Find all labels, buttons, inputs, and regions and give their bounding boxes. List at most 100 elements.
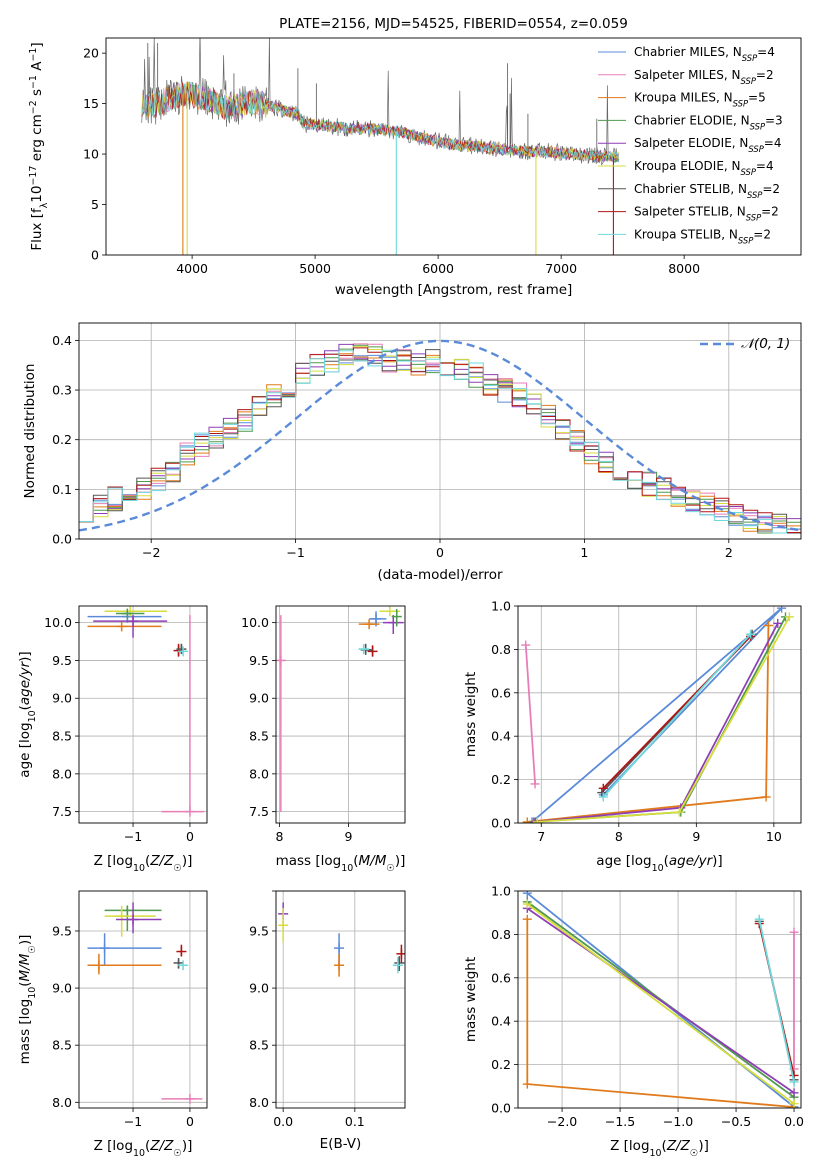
tick-label-y: 7.5 <box>249 804 269 819</box>
y-axis-label: age [log10(age/yr)] <box>17 651 38 777</box>
tick-label-x: 9 <box>692 829 700 844</box>
axes-frame <box>105 37 802 256</box>
age-vs-mass-plot <box>276 606 404 812</box>
x-axis-label: Z [log10(Z/Z☉)] <box>610 1138 709 1159</box>
axes-frame <box>78 890 208 1109</box>
weight-vs-age-plot <box>521 606 794 823</box>
axes-frame <box>78 322 802 540</box>
x-axis-label: E(B-V) <box>320 1136 362 1152</box>
histogram-kroupa-stelib <box>79 349 801 534</box>
weight-line <box>537 616 791 823</box>
tick-label-y: 9.5 <box>52 923 72 938</box>
legend-label: Kroupa STELIB, NSSP=2 <box>634 227 771 245</box>
weight-vs-Z-plot <box>522 891 799 1108</box>
tick-label-x: 8 <box>615 829 623 844</box>
y-axis-label: mass weight <box>463 672 479 757</box>
weight-line <box>524 645 536 784</box>
tick-label-x: −1 <box>124 829 142 844</box>
tick-label-y: 8.5 <box>52 729 72 744</box>
tick-label-x: 7 <box>537 829 545 844</box>
tick-label-x: 1 <box>580 545 588 560</box>
tick-label-x: 0.1 <box>345 1114 365 1129</box>
x-axis-label: (data-model)/error <box>377 567 503 583</box>
legend-label: 𝒩(0, 1) <box>741 336 790 352</box>
axes-frame <box>275 605 406 824</box>
tick-label-y: 9.5 <box>249 923 269 938</box>
mass-vs-EBV-axes <box>272 890 405 1112</box>
chart-title: PLATE=2156, MJD=54525, FIBERID=0554, z=0… <box>279 16 628 32</box>
tick-label-x: −2 <box>142 545 160 560</box>
age-vs-Z-axes <box>75 606 207 827</box>
tick-label-y: 0 <box>91 248 99 263</box>
tick-label-x: 9 <box>344 829 352 844</box>
tick-label-y: 7.5 <box>52 804 72 819</box>
axes-frame <box>517 890 802 1109</box>
weight-line <box>526 907 795 1094</box>
weight-line <box>535 622 779 823</box>
tick-label-y: 10.0 <box>44 615 72 630</box>
tick-label-y: 10.0 <box>241 615 269 630</box>
mass-vs-EBV-plot <box>278 902 405 977</box>
tick-label-y: 9.5 <box>52 653 72 668</box>
weight-vs-age-axes <box>514 605 801 827</box>
tick-label-y: 1.0 <box>491 884 511 899</box>
tick-label-y: 0.2 <box>491 772 511 787</box>
legend-label: Salpeter STELIB, NSSP=2 <box>634 205 779 223</box>
tick-label-y: 0.0 <box>52 532 72 547</box>
tick-label-x: −1 <box>124 1114 142 1129</box>
tick-label-x: 0.0 <box>784 1114 804 1129</box>
tick-label-y: 1.0 <box>491 599 511 614</box>
legend-label: Chabrier ELODIE, NSSP=3 <box>634 113 783 131</box>
tick-label-y: 15 <box>83 96 99 111</box>
tick-label-y: 0.8 <box>491 927 511 942</box>
spectrum-line <box>141 81 620 161</box>
y-axis-label: Normed distribution <box>22 364 38 499</box>
tick-label-y: 0.4 <box>491 729 511 744</box>
legend-label: Kroupa ELODIE, NSSP=4 <box>634 159 774 177</box>
x-axis-label: wavelength [Angstrom, rest frame] <box>335 282 573 298</box>
tick-label-x: 8000 <box>668 261 700 276</box>
legend-label: Chabrier STELIB, NSSP=2 <box>634 182 780 200</box>
tick-label-x: 8 <box>275 829 283 844</box>
tick-label-x: −1.0 <box>663 1114 693 1129</box>
legend-label: Kroupa MILES, NSSP=5 <box>634 91 766 109</box>
tick-label-y: 0.0 <box>491 816 511 831</box>
age-vs-mass-axes <box>272 606 405 827</box>
tick-label-x: −1.5 <box>605 1114 635 1129</box>
tick-label-x: 0 <box>186 1114 194 1129</box>
tick-label-y: 0.6 <box>491 685 511 700</box>
y-axis-label: Flux [fλ10−17 erg cm−2 s−1 A−1] <box>28 42 50 250</box>
tick-label-y: 8.5 <box>52 1038 72 1053</box>
tick-label-y: 0.6 <box>491 970 511 985</box>
tick-label-y: 8.0 <box>249 1095 269 1110</box>
tick-label-y: 5 <box>91 197 99 212</box>
tick-label-y: 8.0 <box>249 766 269 781</box>
tick-label-y: 0.8 <box>491 642 511 657</box>
tick-label-y: 9.0 <box>249 691 269 706</box>
tick-label-y: 0.4 <box>52 333 72 348</box>
tick-label-y: 10 <box>83 147 99 162</box>
spectrum-axes <box>102 52 685 259</box>
spectrum-line <box>141 81 619 163</box>
weight-line <box>533 616 787 823</box>
y-axis-label: mass weight <box>463 957 479 1042</box>
tick-label-x: 10 <box>766 829 782 844</box>
tick-label-y: 8.0 <box>52 766 72 781</box>
tick-label-y: 8.5 <box>249 729 269 744</box>
tick-label-y: 0.4 <box>491 1014 511 1029</box>
tick-label-x: −0.5 <box>721 1114 751 1129</box>
tick-label-x: 2 <box>725 545 733 560</box>
x-axis-label: mass [log10(M/M☉)] <box>276 853 406 874</box>
weight-line <box>526 919 792 1108</box>
x-axis-label: Z [log10(Z/Z☉)] <box>94 1138 193 1159</box>
x-axis-label: age [log10(age/yr)] <box>596 853 722 874</box>
tick-label-y: 8.5 <box>249 1038 269 1053</box>
tick-label-y: 0.2 <box>491 1057 511 1072</box>
legend-label: Chabrier MILES, NSSP=4 <box>634 45 775 63</box>
tick-label-y: 9.0 <box>52 691 72 706</box>
tick-label-x: 7000 <box>545 261 577 276</box>
tick-label-x: 5000 <box>299 261 331 276</box>
normal-curve <box>79 339 799 532</box>
tick-label-y: 8.0 <box>52 1095 72 1110</box>
